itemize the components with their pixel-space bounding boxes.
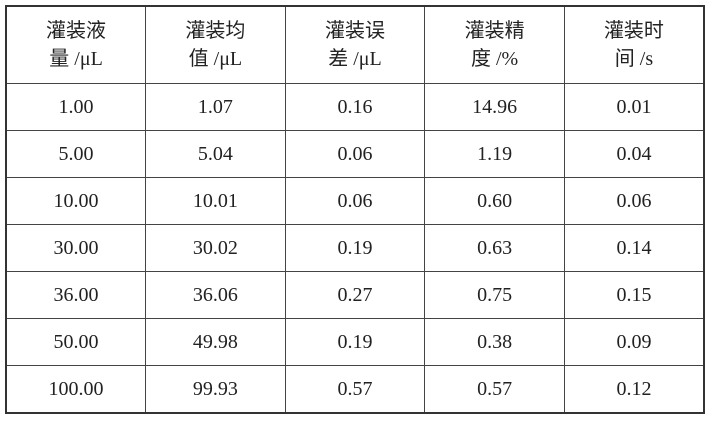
table-cell: 5.04 [145,130,286,178]
table-cell: 36.00 [5,271,147,319]
table-cell: 5.00 [5,130,147,178]
header-text: 值 /μL [188,48,243,70]
table-cell: 0.27 [284,271,426,319]
header-text: 灌装液 [46,20,107,42]
header-cell: 灌装液量 /μL [5,5,147,84]
table-cell: 36.06 [145,271,286,319]
header-text: 量 /μL [49,48,103,70]
table-header: 灌装液量 /μL 灌装均值 /μL 灌装误差 /μL 灌装精度 /% 灌装时间 /s [5,5,705,84]
table-cell: 0.38 [424,318,565,366]
table-cell: 30.00 [5,224,147,272]
table-cell: 0.19 [284,318,426,366]
table-cell: 0.15 [563,271,705,319]
header-cell: 灌装时间 /s [563,5,705,84]
table-cell: 0.09 [563,318,705,366]
table-cell: 1.19 [424,130,565,178]
table-cell: 0.60 [424,177,565,225]
table-cell: 0.06 [284,130,426,178]
table-cell: 0.01 [563,83,705,131]
header-row: 灌装液量 /μL 灌装均值 /μL 灌装误差 /μL 灌装精度 /% 灌装时间 /s [5,5,705,84]
table-row: 5.00 5.04 0.06 1.19 0.04 [5,130,705,178]
table-cell: 0.06 [563,177,705,225]
table-cell: 14.96 [424,83,565,131]
table-body: 1.00 1.07 0.16 14.96 0.01 5.00 5.04 0.06 1.19 0.0… [5,83,705,414]
header-text: 灌装误 [324,20,385,42]
table-row: 36.00 36.06 0.27 0.75 0.15 [5,271,705,319]
header-cell: 灌装均值 /μL [145,5,286,84]
data-table: 灌装液量 /μL 灌装均值 /μL 灌装误差 /μL 灌装精度 /% 灌装时间 /s 1… [5,5,705,414]
table-cell: 0.19 [284,224,426,272]
table-cell: 99.93 [145,365,286,414]
header-cell: 灌装误差 /μL [284,5,426,84]
header-text: 间 /s [614,48,654,70]
header-cell: 灌装精度 /% [424,5,565,84]
header-text: 差 /μL [328,48,382,70]
table-row: 50.00 49.98 0.19 0.38 0.09 [5,318,705,366]
table-cell: 1.00 [5,83,147,131]
table-cell: 0.75 [424,271,565,319]
table-cell: 0.57 [284,365,426,414]
header-text: 灌装均 [185,20,246,42]
table-cell: 0.12 [563,365,705,414]
table-cell: 0.57 [424,365,565,414]
table-cell: 0.14 [563,224,705,272]
table-row: 10.00 10.01 0.06 0.60 0.06 [5,177,705,225]
table-cell: 49.98 [145,318,286,366]
table-cell: 1.07 [145,83,286,131]
table-cell: 100.00 [5,365,147,414]
table-cell: 0.04 [563,130,705,178]
table-cell: 0.16 [284,83,426,131]
table-cell: 0.06 [284,177,426,225]
table-cell: 30.02 [145,224,286,272]
table-cell: 10.01 [145,177,286,225]
table-cell: 0.63 [424,224,565,272]
table-cell: 10.00 [5,177,147,225]
table-cell: 50.00 [5,318,147,366]
table-row: 1.00 1.07 0.16 14.96 0.01 [5,83,705,131]
header-text: 度 /% [470,48,519,70]
table-row: 100.00 99.93 0.57 0.57 0.12 [5,365,705,414]
header-text: 灌装精 [464,20,525,42]
table-row: 30.00 30.02 0.19 0.63 0.14 [5,224,705,272]
header-text: 灌装时 [603,20,664,42]
